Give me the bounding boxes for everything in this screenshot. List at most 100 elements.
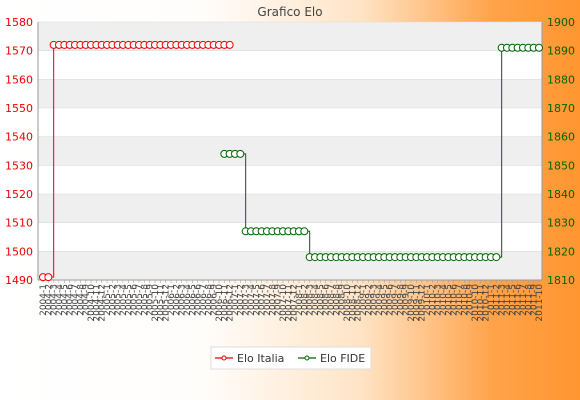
axes bbox=[37, 22, 543, 281]
x-tick-label: 2004-7 bbox=[71, 284, 81, 316]
y-tick-label-left: 1570 bbox=[5, 45, 33, 58]
x-tick-label: 2011-2 bbox=[492, 284, 502, 316]
x-tick-label: 2010-11 bbox=[476, 284, 486, 322]
x-tick-label: 2008-7 bbox=[327, 284, 337, 316]
x-tick-label: 2009-4 bbox=[375, 284, 385, 316]
x-tick-label: 2004-8 bbox=[76, 284, 86, 316]
x-tick-label: 2008-4 bbox=[311, 284, 321, 316]
legend-italia-marker bbox=[221, 355, 227, 361]
x-tick-label: 2010-3 bbox=[434, 284, 444, 316]
grid-bands bbox=[38, 22, 542, 280]
x-tick-label: 2009-8 bbox=[396, 284, 406, 316]
y-tick-label-right: 1840 bbox=[547, 188, 575, 201]
x-tick-label: 2004-5 bbox=[60, 284, 70, 316]
x-tick-label: 2005-6 bbox=[130, 284, 140, 316]
y-tick-label-left: 1540 bbox=[5, 131, 33, 144]
x-tick-label: 2011-6 bbox=[514, 284, 524, 316]
x-tick-label: 2006-10 bbox=[215, 284, 225, 322]
x-tick-label: 2009-10 bbox=[407, 284, 417, 322]
grid-band bbox=[38, 108, 542, 137]
x-tick-label: 2010-1 bbox=[423, 284, 433, 316]
x-tick-label: 2005-1 bbox=[103, 284, 113, 316]
x-tick-label: 2009-7 bbox=[391, 284, 401, 316]
x-tick-label: 2006-2 bbox=[172, 284, 182, 316]
x-tick-label: 2007-5 bbox=[252, 284, 262, 316]
x-tick-label: 2004-10 bbox=[87, 284, 97, 322]
data-point bbox=[44, 273, 53, 282]
x-tick-label: 2006-3 bbox=[178, 284, 188, 316]
x-tick-label: 2010-9 bbox=[466, 284, 476, 316]
data-point bbox=[225, 40, 234, 49]
y-tick-label-right: 1880 bbox=[547, 73, 575, 86]
x-tick-label: 2006-1 bbox=[167, 284, 177, 316]
x-tick-label: 2004-3 bbox=[50, 284, 60, 316]
y-tick-label-right: 1860 bbox=[547, 131, 575, 144]
x-tick-label: 2008-12 bbox=[354, 284, 364, 322]
x-tick-label: 2006-9 bbox=[210, 284, 220, 316]
x-tick-label: 2010-2 bbox=[428, 284, 438, 316]
x-tick-label: 2009-5 bbox=[380, 284, 390, 316]
y-tick-label-right: 1900 bbox=[547, 16, 575, 29]
x-tick-label: 2011-4 bbox=[503, 284, 513, 316]
x-tick-label: 2010-7 bbox=[455, 284, 465, 316]
x-tick-label: 2006-11 bbox=[220, 284, 230, 322]
data-point bbox=[236, 149, 245, 158]
x-tick-label: 2011-7 bbox=[519, 284, 529, 316]
x-tick-label: 2008-5 bbox=[316, 284, 326, 316]
x-tick-label: 2005-2 bbox=[108, 284, 118, 316]
x-tick-label: 2007-12 bbox=[290, 284, 300, 322]
chart-title: Grafico Elo bbox=[257, 5, 322, 19]
x-tick-label: 2004-12 bbox=[98, 284, 108, 322]
series-elo-fide bbox=[220, 43, 543, 262]
y-tick-label-right: 1870 bbox=[547, 102, 575, 115]
x-tick-label: 2011-9 bbox=[530, 284, 540, 316]
grid-band bbox=[38, 136, 542, 166]
x-tick-label: 2010-12 bbox=[482, 284, 492, 322]
x-tick-label: 2007-6 bbox=[258, 284, 268, 316]
x-tick-label: 2010-6 bbox=[450, 284, 460, 316]
gridlines bbox=[38, 21, 542, 281]
x-tick-label: 2010-8 bbox=[460, 284, 470, 316]
legend: Elo Italia Elo FIDE bbox=[210, 346, 372, 370]
grid-band bbox=[38, 165, 542, 194]
y-tick-label-right: 1850 bbox=[547, 159, 575, 172]
x-tick-label: 2006-6 bbox=[194, 284, 204, 316]
x-tick-label: 2004-4 bbox=[55, 284, 65, 316]
y-tick-label-left: 1510 bbox=[5, 217, 33, 230]
x-tick-label: 2004-9 bbox=[82, 284, 92, 316]
x-tick-label: 2005-7 bbox=[135, 284, 145, 316]
y-tick-label-right: 1820 bbox=[547, 245, 575, 258]
x-tick-label: 2005-8 bbox=[140, 284, 150, 316]
x-tick-label: 2005-4 bbox=[119, 284, 129, 316]
grid-band bbox=[38, 50, 542, 80]
x-tick-label: 2005-10 bbox=[151, 284, 161, 322]
x-tick-label: 2004-2 bbox=[44, 284, 54, 316]
y-tick-label-right: 1830 bbox=[547, 217, 575, 230]
x-tick-label: 2005-12 bbox=[162, 284, 172, 322]
x-tick-label: 2007-1 bbox=[231, 284, 241, 316]
grid-band bbox=[38, 79, 542, 108]
y-axis-right-ticks: 1810 1820 1830 1840 1850 1860 1870 1880 1890 1900 bbox=[547, 16, 575, 287]
x-tick-label: 2006-7 bbox=[199, 284, 209, 316]
x-tick-label: 2005-3 bbox=[114, 284, 124, 316]
x-tick-label: 2011-5 bbox=[508, 284, 518, 316]
x-tick-label: 2009-12 bbox=[418, 284, 428, 322]
legend-fide-label: Elo FIDE bbox=[320, 352, 365, 365]
y-tick-label-left: 1560 bbox=[5, 73, 33, 86]
x-tick-label: 2009-1 bbox=[359, 284, 369, 316]
x-tick-label: 2009-11 bbox=[412, 284, 422, 322]
x-tick-label: 2004-11 bbox=[92, 284, 102, 322]
y-tick-label-right: 1890 bbox=[547, 45, 575, 58]
x-tick-label: 2008-11 bbox=[348, 284, 358, 322]
x-tick-label: 2008-8 bbox=[332, 284, 342, 316]
x-tick-label: 2005-9 bbox=[146, 284, 156, 316]
x-tick-label: 2006-12 bbox=[226, 284, 236, 322]
x-tick-label: 2009-2 bbox=[364, 284, 374, 316]
x-tick-label: 2007-11 bbox=[284, 284, 294, 322]
y-tick-label-left: 1530 bbox=[5, 159, 33, 172]
data-point bbox=[492, 253, 501, 262]
y-tick-label-right: 1810 bbox=[547, 274, 575, 287]
data-point bbox=[300, 227, 309, 236]
